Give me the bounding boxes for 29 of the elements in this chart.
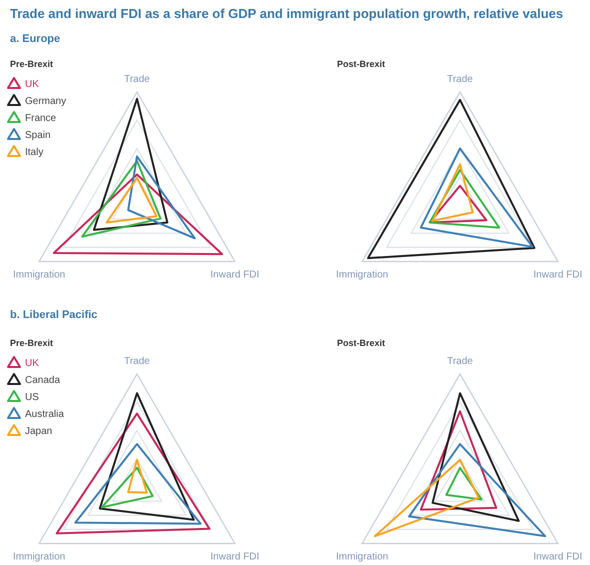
spoke-label: Immigration [13, 270, 66, 280]
legend-label: US [25, 392, 40, 403]
spoke-label: Trade [124, 74, 150, 85]
chart-title: Pre-Brexit [10, 59, 54, 69]
chart-title: Pre-Brexit [10, 338, 54, 348]
legend-label: Japan [25, 426, 52, 437]
legend-label: Germany [25, 96, 66, 107]
spoke-label: Inward FDI [210, 552, 260, 562]
legend-label: France [25, 113, 57, 124]
spoke-label: Inward FDI [533, 552, 582, 562]
text: b. Liberal Pacific [10, 309, 98, 321]
spoke-label: Inward FDI [533, 270, 582, 280]
legend-label: Spain [25, 130, 51, 141]
spoke-label: Inward FDI [210, 270, 260, 280]
chart-title: Post-Brexit [337, 338, 386, 348]
legend-label: Italy [25, 147, 44, 158]
spoke-label: Trade [447, 74, 474, 85]
spoke-label: Immigration [336, 552, 388, 562]
chart-title: Post-Brexit [337, 59, 386, 69]
legend-label: Australia [25, 409, 64, 420]
text: a. Europe [10, 33, 60, 45]
legend-label: Canada [25, 375, 60, 386]
spoke-label: Immigration [336, 270, 388, 280]
legend-label: UK [25, 79, 40, 90]
spoke-label: Immigration [13, 552, 66, 562]
text: Trade and inward FDI as a share of GDP and immigrant population growth, relative values [10, 6, 564, 21]
spoke-label: Trade [124, 356, 150, 367]
spoke-label: Trade [447, 356, 474, 367]
legend-label: UK [25, 358, 40, 369]
